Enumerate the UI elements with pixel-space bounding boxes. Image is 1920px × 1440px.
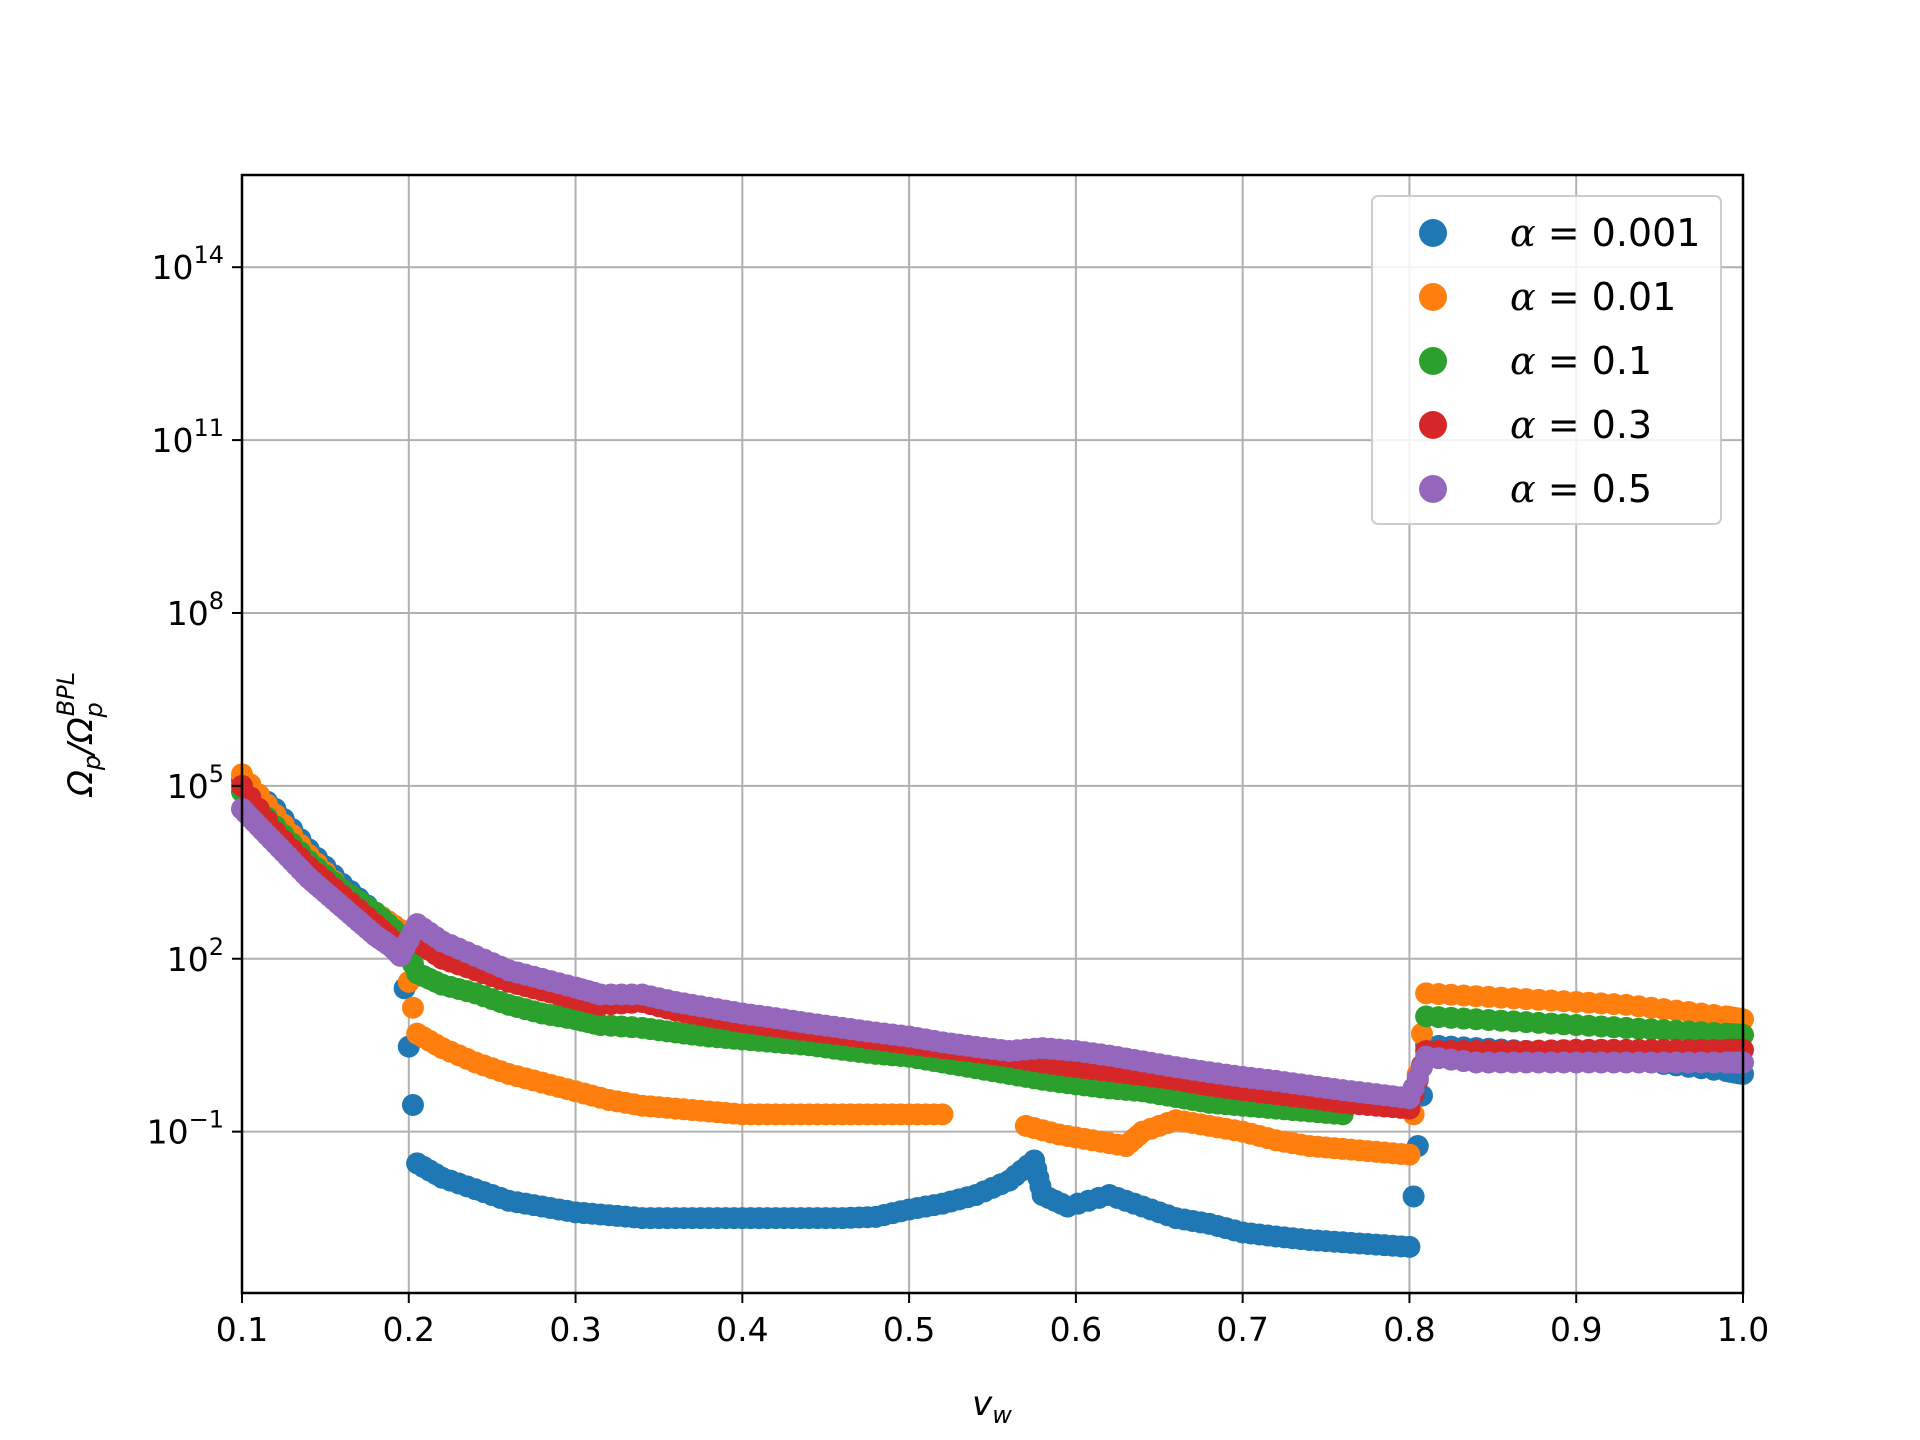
y-tick-label: 102 bbox=[167, 933, 224, 979]
legend-box bbox=[1371, 195, 1722, 525]
x-axis-ticks: 0.1 0.2 0.3 0.4 0.5 0.6 0.7 0.8 0.9 1.0 bbox=[216, 1293, 1769, 1349]
data-point bbox=[931, 1103, 954, 1126]
y-tick-label: 10−1 bbox=[147, 1106, 224, 1152]
x-tick-label: 0.3 bbox=[549, 1310, 601, 1349]
legend-label: α = 0.1 bbox=[1510, 339, 1652, 383]
data-point bbox=[1398, 1235, 1421, 1258]
x-tick-label: 1.0 bbox=[1717, 1310, 1769, 1349]
y-tick-label: 108 bbox=[167, 587, 224, 633]
legend: α = 0.001 α = 0.01 α = 0.1 α = 0.3 α = 0.5 bbox=[1371, 195, 1722, 525]
data-points bbox=[231, 763, 1754, 1258]
x-tick-label: 0.9 bbox=[1550, 1310, 1602, 1349]
x-tick-label: 0.7 bbox=[1216, 1310, 1268, 1349]
data-point bbox=[1398, 1143, 1421, 1166]
y-axis-ticks: 10−1 102 105 108 1011 1014 bbox=[147, 241, 242, 1152]
legend-label: α = 0.5 bbox=[1510, 467, 1652, 511]
legend-label: α = 0.3 bbox=[1510, 403, 1652, 447]
legend-marker bbox=[1419, 347, 1447, 375]
legend-label: α = 0.001 bbox=[1510, 211, 1700, 255]
data-point bbox=[401, 1093, 424, 1116]
legend-marker bbox=[1419, 475, 1447, 503]
x-tick-label: 0.5 bbox=[883, 1310, 935, 1349]
x-axis-label: vw bbox=[972, 1384, 1012, 1429]
x-tick-label: 0.8 bbox=[1383, 1310, 1435, 1349]
y-tick-label: 1014 bbox=[151, 241, 224, 287]
series-5 bbox=[231, 797, 1754, 1110]
data-point bbox=[401, 996, 424, 1019]
x-tick-label: 0.1 bbox=[216, 1310, 268, 1349]
plot-frame bbox=[240, 173, 1745, 1295]
x-tick-label: 0.4 bbox=[716, 1310, 768, 1349]
legend-marker bbox=[1419, 411, 1447, 439]
data-point bbox=[1402, 1185, 1425, 1208]
y-tick-label: 105 bbox=[167, 760, 224, 806]
y-tick-label: 1011 bbox=[151, 414, 224, 460]
legend-marker bbox=[1419, 283, 1447, 311]
legend-label: α = 0.01 bbox=[1510, 275, 1676, 319]
legend-marker bbox=[1419, 219, 1447, 247]
x-tick-label: 0.2 bbox=[383, 1310, 435, 1349]
data-point bbox=[1410, 1022, 1433, 1045]
x-tick-label: 0.6 bbox=[1050, 1310, 1102, 1349]
y-axis-label: Ωp/ΩpBPL bbox=[52, 672, 108, 798]
